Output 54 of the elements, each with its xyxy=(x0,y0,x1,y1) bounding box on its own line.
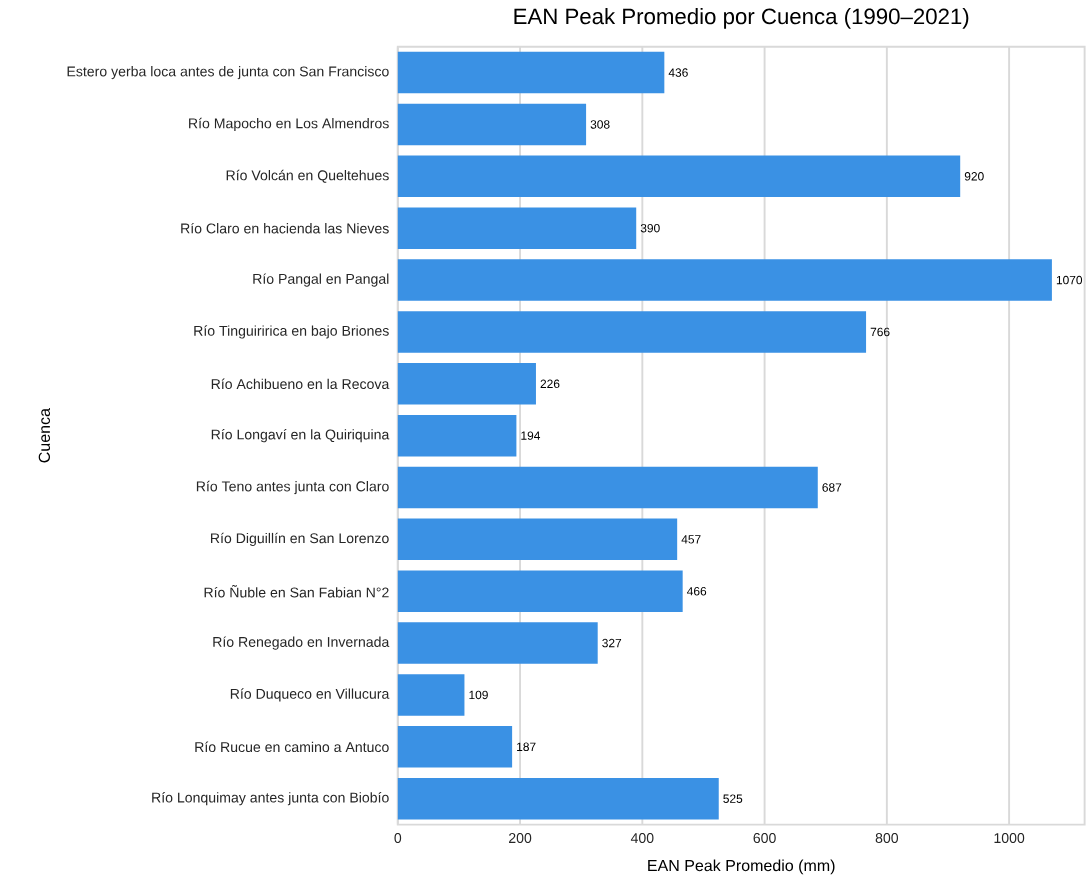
x-tick-label: 200 xyxy=(509,832,532,843)
data-label: 187 xyxy=(517,742,536,751)
bar xyxy=(397,414,517,457)
y-tick-label: Río Lonquimay antes junta con Biobío xyxy=(152,791,389,806)
x-axis-title: EAN Peak Promedio (mm) xyxy=(648,859,835,875)
data-label: 109 xyxy=(469,690,488,700)
data-label: 390 xyxy=(640,223,660,233)
chart-title: EAN Peak Promedio por Cuenca (1990–2021) xyxy=(514,7,969,29)
bar xyxy=(397,207,637,249)
data-label: 226 xyxy=(540,379,560,388)
y-tick-label: Río Diguillín en San Lorenzo xyxy=(211,532,389,546)
y-tick-label: Río Longaví en la Quiriquina xyxy=(211,428,390,443)
bar xyxy=(397,51,665,94)
data-label: 466 xyxy=(687,586,707,596)
y-tick-label: Río Mapocho en Los Almendros xyxy=(189,117,389,131)
y-tick-label: Río Tinguiririca en bajo Briones xyxy=(194,325,389,339)
x-tick-label: 0 xyxy=(394,832,402,843)
data-label: 1070 xyxy=(1056,275,1083,285)
data-label: 436 xyxy=(668,68,688,77)
y-tick-label: Río Renegado en Invernada xyxy=(213,636,390,650)
bar xyxy=(397,466,818,509)
y-tick-label: Río Ñuble en San Fabian N°2 xyxy=(204,584,389,598)
y-tick-label: Estero yerba loca antes de junta con San Francisco xyxy=(67,65,389,80)
x-tick-label: 600 xyxy=(753,832,776,843)
bar xyxy=(397,570,683,612)
data-label: 457 xyxy=(681,535,701,544)
data-label: 194 xyxy=(521,431,541,440)
bar xyxy=(397,311,867,353)
y-tick-label: Río Volcán en Queltehues xyxy=(226,169,389,183)
bar xyxy=(397,362,536,405)
x-tick-label: 400 xyxy=(630,832,654,843)
bar xyxy=(397,777,719,820)
bar xyxy=(397,259,1052,301)
data-label: 920 xyxy=(964,171,984,181)
y-tick-label: Río Claro en hacienda las Nieves xyxy=(181,222,389,234)
y-tick-label: Río Duqueco en Villucura xyxy=(230,688,390,702)
bar xyxy=(397,622,598,664)
y-tick-label: Río Rucue en camino a Antuco xyxy=(195,741,389,752)
data-label: 525 xyxy=(723,794,743,803)
bar xyxy=(397,674,465,716)
y-tick-label: Río Achibueno en la Recova xyxy=(211,378,390,389)
data-label: 308 xyxy=(590,120,610,129)
bar xyxy=(397,155,961,197)
y-tick-label: Río Teno antes junta con Claro xyxy=(196,480,389,494)
bar xyxy=(397,725,513,768)
data-label: 327 xyxy=(602,638,622,648)
bar xyxy=(397,518,678,560)
y-tick-label: Río Pangal en Pangal xyxy=(253,273,389,287)
data-label: 766 xyxy=(870,327,890,336)
x-tick-label: 800 xyxy=(875,832,899,843)
y-axis-title: Cuenca xyxy=(38,407,51,463)
bar xyxy=(397,103,587,146)
data-label: 687 xyxy=(822,483,842,492)
x-tick-label: 1000 xyxy=(994,832,1025,843)
